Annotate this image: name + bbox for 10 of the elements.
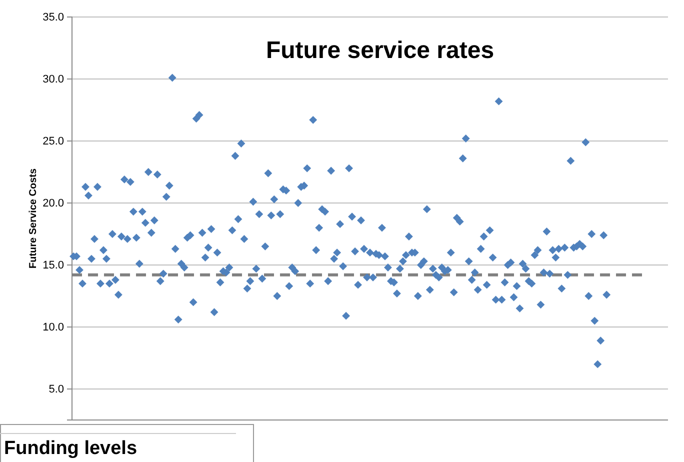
text: Funding levels [4, 438, 138, 459]
y-tick-label: 30.0 [42, 74, 64, 86]
y-tick-label: 20.0 [42, 198, 64, 210]
y-tick-label: 25.0 [42, 136, 64, 148]
y-tick-label: 15.0 [42, 260, 64, 272]
text: Future service rates [266, 37, 494, 64]
y-tick-label: 5.0 [48, 384, 64, 396]
y-tick-label: 10.0 [42, 322, 64, 334]
y-tick-label: 35.0 [42, 12, 64, 24]
y-axis-title: Future Service Costs [28, 168, 39, 269]
